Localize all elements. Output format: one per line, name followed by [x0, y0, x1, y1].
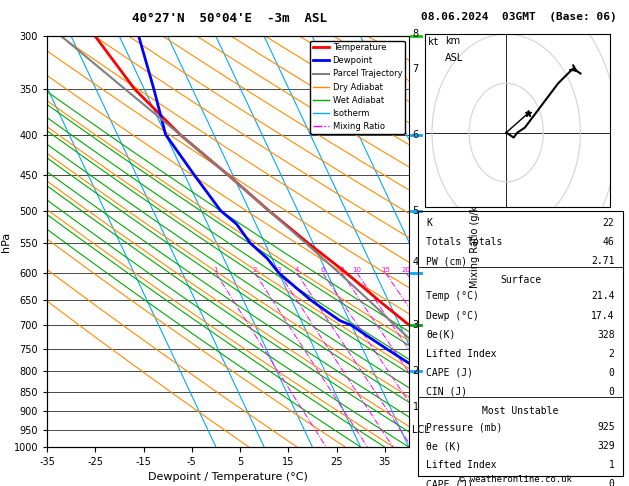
Text: 2: 2 [413, 366, 419, 376]
Text: kt: kt [428, 37, 440, 48]
Text: Totals Totals: Totals Totals [426, 237, 503, 247]
Text: K: K [426, 218, 432, 228]
Text: Most Unstable: Most Unstable [482, 406, 559, 416]
Text: 20: 20 [402, 267, 411, 273]
Text: 46: 46 [603, 237, 615, 247]
Text: 4: 4 [413, 258, 418, 267]
Text: 4: 4 [294, 267, 299, 273]
Text: θe(K): θe(K) [426, 330, 456, 340]
Text: 0: 0 [609, 387, 615, 397]
Text: CAPE (J): CAPE (J) [426, 368, 474, 378]
Text: 22: 22 [603, 218, 615, 228]
Text: θe (K): θe (K) [426, 441, 462, 451]
Text: 6: 6 [321, 267, 325, 273]
Text: 08.06.2024  03GMT  (Base: 06): 08.06.2024 03GMT (Base: 06) [421, 12, 617, 22]
Text: 17.4: 17.4 [591, 311, 615, 321]
Text: km: km [445, 36, 460, 47]
Text: Lifted Index: Lifted Index [426, 460, 497, 470]
Text: 1: 1 [214, 267, 218, 273]
Text: 0: 0 [609, 368, 615, 378]
Text: 1: 1 [609, 460, 615, 470]
Text: Dewp (°C): Dewp (°C) [426, 311, 479, 321]
Text: Temp (°C): Temp (°C) [426, 292, 479, 301]
Text: 6: 6 [413, 130, 418, 139]
Text: 7: 7 [413, 64, 419, 74]
Text: 2.71: 2.71 [591, 256, 615, 266]
Text: 5: 5 [413, 206, 419, 216]
Text: ASL: ASL [445, 53, 464, 63]
Text: CIN (J): CIN (J) [426, 387, 467, 397]
Text: 10: 10 [352, 267, 362, 273]
Text: 3: 3 [277, 267, 281, 273]
Text: 40°27'N  50°04'E  -3m  ASL: 40°27'N 50°04'E -3m ASL [132, 12, 327, 25]
Y-axis label: hPa: hPa [1, 232, 11, 252]
Text: 2: 2 [609, 348, 615, 359]
Text: Lifted Index: Lifted Index [426, 348, 497, 359]
Text: Surface: Surface [500, 275, 541, 285]
Text: 15: 15 [381, 267, 390, 273]
X-axis label: Dewpoint / Temperature (°C): Dewpoint / Temperature (°C) [148, 472, 308, 483]
Text: 328: 328 [597, 330, 615, 340]
Text: 21.4: 21.4 [591, 292, 615, 301]
Text: 8: 8 [340, 267, 344, 273]
Text: 329: 329 [597, 441, 615, 451]
Text: 925: 925 [597, 422, 615, 432]
Text: 8: 8 [413, 29, 418, 39]
Text: Mixing Ratio (g/kg): Mixing Ratio (g/kg) [470, 196, 481, 288]
Text: 1: 1 [413, 402, 418, 412]
Text: 0: 0 [609, 479, 615, 486]
Text: Pressure (mb): Pressure (mb) [426, 422, 503, 432]
Text: 3: 3 [413, 320, 418, 330]
Text: PW (cm): PW (cm) [426, 256, 467, 266]
Text: © weatheronline.co.uk: © weatheronline.co.uk [459, 474, 572, 484]
Legend: Temperature, Dewpoint, Parcel Trajectory, Dry Adiabat, Wet Adiabat, Isotherm, Mi: Temperature, Dewpoint, Parcel Trajectory… [310, 41, 404, 134]
Text: 2: 2 [253, 267, 257, 273]
Text: LCL: LCL [413, 425, 430, 434]
Text: CAPE (J): CAPE (J) [426, 479, 474, 486]
